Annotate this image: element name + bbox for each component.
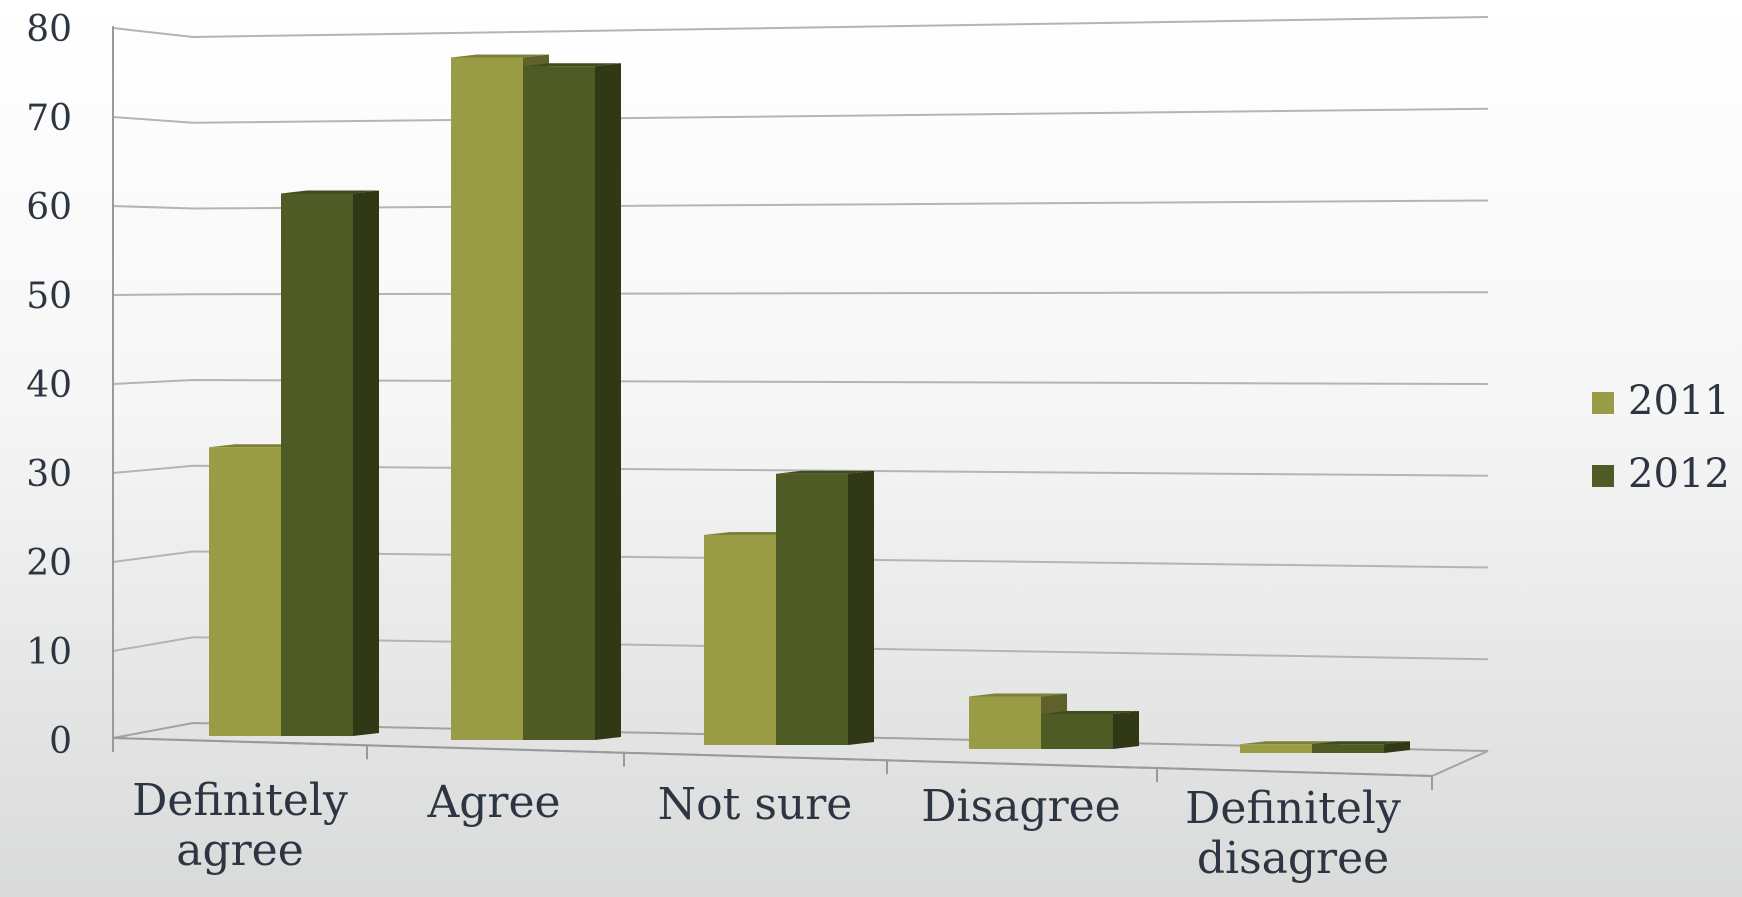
bar-2012-not-sure: [776, 470, 874, 745]
legend-swatch: [1592, 465, 1614, 487]
bar-2012-definitely-agree: [281, 190, 379, 736]
gridline: [112, 291, 1489, 296]
bar-top: [1312, 741, 1410, 745]
x-axis-line: [112, 737, 1433, 777]
y-tick-label: 60: [26, 187, 72, 228]
bar-group: [451, 54, 621, 740]
x-category-label-line: Agree: [426, 777, 560, 828]
bar-top: [1240, 741, 1338, 745]
y-tick-label: 30: [26, 454, 72, 495]
bar-front: [1041, 714, 1113, 749]
x-category-label-line: Not sure: [658, 779, 853, 830]
bar-group: [1240, 741, 1410, 753]
bar-front: [1240, 744, 1312, 753]
bar-side: [595, 63, 621, 740]
bar-front: [776, 473, 848, 745]
bar-front: [451, 57, 523, 740]
x-category-label: Disagree: [921, 781, 1120, 832]
bar-2012-definitely-disagree: [1312, 741, 1410, 753]
bar-top: [281, 190, 379, 194]
gridline: [112, 550, 1489, 569]
bar-side: [848, 470, 874, 745]
y-tick-label: 80: [26, 9, 72, 50]
y-tick-label: 40: [26, 365, 72, 406]
y-axis-tick-labels: 0 10 20 30 40 50 60 70 80: [26, 9, 72, 762]
gridline: [112, 16, 1489, 39]
bar-side: [1384, 741, 1410, 753]
bar-group: [704, 470, 874, 745]
x-category-label: Definitely disagree: [1185, 783, 1401, 884]
bar-front: [969, 696, 1041, 749]
bar-top: [523, 63, 621, 67]
x-category-label-line: Disagree: [921, 781, 1120, 832]
x-category-label-line: agree: [176, 825, 304, 876]
y-tick-label: 20: [26, 543, 72, 584]
y-tick-label: 50: [26, 276, 72, 317]
y-tick-label: 10: [26, 632, 72, 673]
bar-front: [1312, 744, 1384, 753]
legend-item-2011: 2011: [1592, 378, 1730, 424]
bar-top: [776, 470, 874, 474]
gridline: [112, 464, 1489, 477]
gridline: [112, 636, 1489, 661]
x-category-label-line: Definitely: [1185, 783, 1401, 834]
bar-front: [704, 535, 776, 745]
bar-2012-agree: [523, 63, 621, 740]
gridline: [112, 378, 1489, 385]
bar-side: [1113, 711, 1139, 749]
legend-swatch: [1592, 392, 1614, 414]
bar-front: [281, 193, 353, 736]
x-category-label: Definitely agree: [132, 775, 348, 876]
bar-top: [1041, 711, 1139, 714]
bar-top: [969, 693, 1067, 697]
y-tick-label: 70: [26, 98, 72, 139]
x-category-label: Agree: [426, 777, 560, 828]
bar-group: [209, 190, 379, 736]
gridlines: [112, 16, 1489, 661]
bar-2012-disagree: [1041, 711, 1139, 749]
x-category-label: Not sure: [658, 779, 853, 830]
gridline: [112, 199, 1489, 210]
bar-top: [451, 54, 549, 58]
x-category-label-line: Definitely: [132, 775, 348, 826]
bar-group: [969, 693, 1139, 749]
x-category-label-line: disagree: [1197, 833, 1389, 884]
legend-label: 2012: [1628, 451, 1730, 497]
legend-label: 2011: [1628, 378, 1730, 424]
gridline: [112, 107, 1489, 124]
bar-front: [209, 447, 281, 736]
bar-front: [523, 66, 595, 740]
bar-side: [353, 190, 379, 736]
legend: 2011 2012: [1592, 378, 1730, 497]
bars: [209, 54, 1410, 753]
legend-item-2012: 2012: [1592, 451, 1730, 497]
y-tick-label: 0: [49, 721, 72, 762]
